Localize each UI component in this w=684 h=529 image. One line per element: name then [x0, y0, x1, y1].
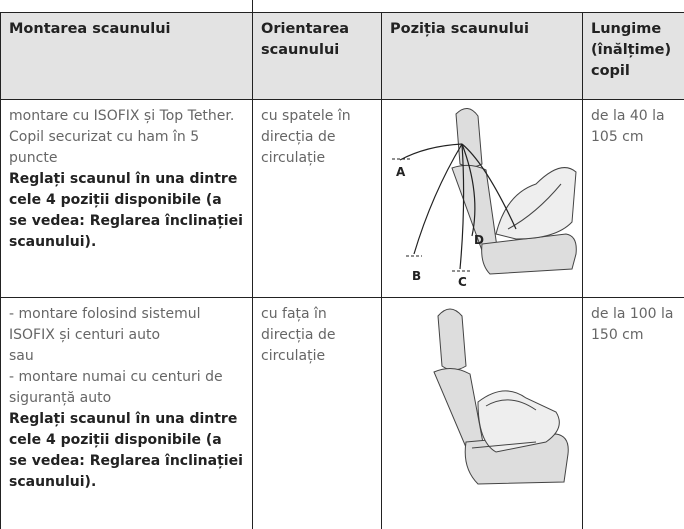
header-row: Montarea scaunului Orientarea scaunului …: [0, 12, 684, 100]
mounting-cell: - montare folosind sistemul ISOFIX și ce…: [0, 297, 253, 529]
seat-illustration: A B C D: [392, 108, 577, 289]
mounting-cell: montare cu ISOFIX și Top Tether. Copil s…: [0, 99, 253, 298]
row: montare cu ISOFIX și Top Tether. Copil s…: [0, 99, 684, 298]
seat-illustration: [433, 308, 569, 485]
table: Montarea scaunului Orientarea scaunului …: [0, 12, 684, 529]
row: - montare folosind sistemul ISOFIX și ce…: [0, 297, 684, 529]
image-cell: A B C D: [381, 99, 583, 298]
divider: [252, 0, 253, 12]
text: - montare numai cu centuri de siguranță …: [9, 369, 223, 406]
orientation-cell: cu spatele în direcția de circulație: [252, 99, 382, 298]
text: - montare folosind sistemul ISOFIX și ce…: [9, 306, 201, 343]
label: C: [458, 275, 467, 286]
header-cell: Montarea scaunului: [0, 12, 253, 100]
height-cell: de la 40 la 105 cm: [582, 99, 684, 298]
label: B: [412, 269, 421, 283]
header-cell: Orientarea scaunului: [252, 12, 382, 100]
label: D: [474, 233, 484, 247]
instruction: Reglați scaunul în una dintre cele 4 poz…: [9, 411, 243, 490]
header-cell: Poziția scaunului: [381, 12, 583, 100]
text: montare cu ISOFIX și Top Tether. Copil s…: [9, 108, 235, 166]
image-cell: [381, 297, 583, 529]
label: A: [396, 165, 406, 179]
height-cell: de la 100 la 150 cm: [582, 297, 684, 529]
orientation-cell: cu fața în direcția de circulație: [252, 297, 382, 529]
header-cell: Lungime (înălțime) copil: [582, 12, 684, 100]
text: sau: [9, 348, 34, 364]
instruction: Reglați scaunul în una dintre cele 4 poz…: [9, 171, 243, 250]
